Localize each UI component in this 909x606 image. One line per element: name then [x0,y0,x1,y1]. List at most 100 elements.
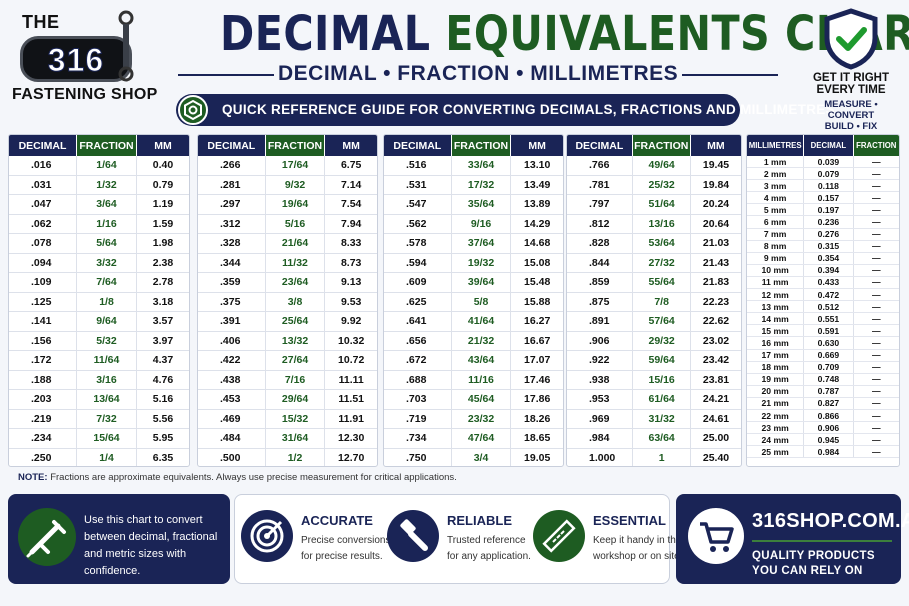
cell-decimal: .062 [9,214,77,233]
cell-decimal: .469 [198,409,266,428]
conversion-table: DECIMAL FRACTION MM .516 33/64 13.10.531 17/32… [383,134,564,467]
feature-line-2: for precise results. [301,551,383,562]
feature-title: ACCURATE [301,513,373,528]
table-row: .203 13/64 5.16 [9,390,189,410]
cell-mm: 20.24 [702,198,730,211]
table-row: 19 mm 0.748 — [747,373,899,386]
cell-fraction: 53/64 [633,234,691,253]
feature-text: Trusted reference for any application. [447,533,531,565]
cell-decimal: .125 [9,292,77,311]
cell-decimal: .188 [9,370,77,389]
cell-mm: 11.11 [338,373,364,386]
cell-fraction: 15/16 [633,370,691,389]
feature-line-1: Keep it handy in the [593,535,682,546]
cell-fraction: 5/32 [77,331,137,350]
cell-decimal: 0.276 [804,228,854,240]
cell-decimal: .891 [567,312,634,331]
feature-title: RELIABLE [447,513,512,528]
mm-header-millimetres: MILLIMETRES [747,135,805,156]
cell-mm: 6.75 [340,159,362,172]
cell-fraction: 3/64 [77,195,137,214]
cell-mm: 16.67 [524,334,551,347]
table-row: 7 mm 0.276 — [747,228,899,241]
cell-decimal: .734 [384,429,452,448]
cell-mm: 15.48 [524,276,551,289]
cell-millimetres: 24 mm [747,434,805,446]
table-row: .734 47/64 18.65 [384,429,563,449]
cell-decimal: .875 [567,292,634,311]
mm-header-fraction: FRACTION [853,135,899,156]
cell-mm: 7.54 [340,198,362,211]
table-row: .922 59/64 23.42 [567,351,741,371]
cell-fraction: 13/16 [633,214,691,233]
cell-mm: 8.33 [340,237,362,250]
cell-fraction: 7/8 [633,292,691,311]
cell-decimal: .484 [198,429,266,448]
cell-decimal: 0.512 [804,301,854,313]
logo-top-text: THE [22,12,60,32]
cell-millimetres: 25 mm [747,446,805,458]
cell-fraction: 41/64 [452,312,512,331]
cell-decimal: .219 [9,409,77,428]
cell-decimal: .719 [384,409,452,428]
feature-accurate: ACCURATE Precise conversions for precise… [241,495,390,585]
shop-panel[interactable]: 316SHOP.COM.AU QUALITY PRODUCTS YOU CAN … [676,494,909,584]
cell-decimal: .438 [198,370,266,389]
cell-mm: 16.27 [524,315,551,328]
table-row: .344 11/32 8.73 [198,253,377,273]
cell-fraction: — [872,204,881,215]
cell-fraction: 7/64 [77,273,137,292]
header-decimal: DECIMAL [9,135,77,156]
cell-decimal: .312 [198,214,266,233]
cell-mm: 3.57 [152,315,174,328]
cell-decimal: .031 [9,175,77,194]
target-icon [241,510,293,562]
cell-fraction: 1/32 [77,175,137,194]
cell-mm: 21.03 [702,237,730,250]
table-row: .797 51/64 20.24 [567,195,741,215]
cell-decimal: .203 [9,390,77,409]
table-row: 6 mm 0.236 — [747,216,899,229]
table-row: .016 1/64 0.40 [9,156,189,176]
cell-decimal: 0.906 [804,422,854,434]
badge-line-1: GET IT RIGHT [812,72,890,84]
shop-tagline-1: QUALITY PRODUCTS [752,550,875,562]
shop-website-link[interactable]: 316SHOP.COM.AU [752,510,909,532]
cell-fraction: — [872,168,881,179]
cell-decimal: .094 [9,253,77,272]
cell-fraction: — [872,446,881,457]
shop-tagline-2: YOU CAN RELY ON [752,565,863,577]
table-row: 10 mm 0.394 — [747,264,899,277]
cell-mm: 20.64 [702,217,730,230]
cell-fraction: — [872,350,881,361]
cell-fraction: 7/16 [266,370,326,389]
cell-mm: 3.18 [152,295,174,308]
feature-line-2: workshop or on site. [593,551,683,562]
footer-intro-panel: Use this chart to convert between decima… [8,494,230,584]
table-row: 12 mm 0.472 — [747,289,899,302]
page-title: DECIMAL EQUIVALENTS CHART [220,6,909,62]
table-header: DECIMAL FRACTION MM [567,135,741,156]
cell-mm: 23.42 [702,354,730,367]
cell-decimal: .531 [384,175,452,194]
cell-mm: 11.91 [338,412,365,425]
cell-mm: 5.56 [152,412,174,425]
cell-mm: 13.10 [524,159,551,172]
cell-decimal: .953 [567,390,634,409]
cell-decimal: .359 [198,273,266,292]
table-row: .531 17/32 13.49 [384,175,563,195]
cell-millimetres: 3 mm [747,180,805,192]
cell-mm: 21.43 [702,256,730,269]
cell-decimal: .625 [384,292,452,311]
cell-fraction: — [872,192,881,203]
table-row: .969 31/32 24.61 [567,409,741,429]
cell-millimetres: 19 mm [747,373,805,385]
cell-fraction: 43/64 [452,351,512,370]
cell-decimal: .656 [384,331,452,350]
table-row: .219 7/32 5.56 [9,409,189,429]
check-shield-icon [824,8,878,70]
cell-decimal: .984 [567,429,634,448]
table-row: .188 3/16 4.76 [9,370,189,390]
cell-mm: 19.05 [524,451,551,464]
cell-mm: 2.38 [152,256,174,269]
